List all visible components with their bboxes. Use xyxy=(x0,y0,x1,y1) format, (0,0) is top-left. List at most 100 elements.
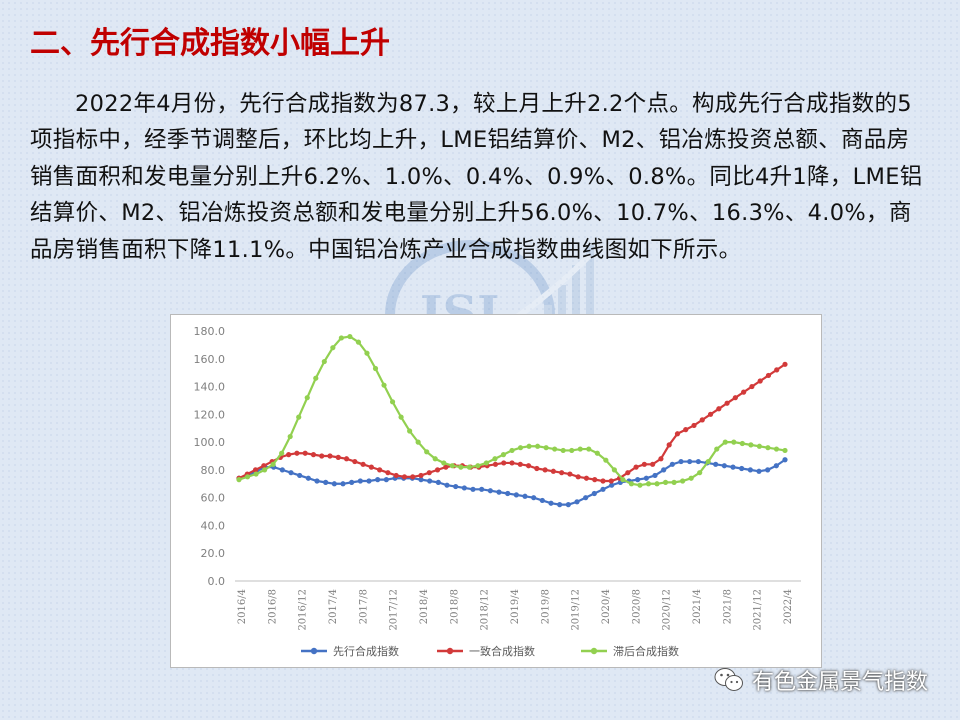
data-point xyxy=(637,482,643,488)
data-point xyxy=(539,497,545,504)
data-point xyxy=(432,456,438,462)
data-point xyxy=(611,467,617,473)
data-point xyxy=(749,383,755,390)
y-tick-label: 180.0 xyxy=(194,325,226,338)
legend-swatch-marker xyxy=(446,647,454,655)
data-point xyxy=(550,468,556,474)
data-point xyxy=(714,446,720,452)
data-point xyxy=(565,502,571,508)
legend-label: 一致合成指数 xyxy=(469,644,535,658)
data-point xyxy=(765,445,771,451)
data-point xyxy=(279,467,285,473)
data-point xyxy=(603,457,609,463)
data-point xyxy=(343,456,350,462)
data-point xyxy=(662,479,669,485)
data-point xyxy=(385,470,391,476)
data-point xyxy=(560,447,566,454)
data-point xyxy=(434,467,441,473)
data-point xyxy=(319,453,325,459)
data-point xyxy=(583,475,590,481)
data-point xyxy=(773,463,779,469)
y-tick-label: 80.0 xyxy=(201,464,226,477)
data-point xyxy=(652,472,658,479)
data-point xyxy=(782,457,788,463)
data-point xyxy=(757,378,763,384)
data-point xyxy=(415,439,421,445)
data-point xyxy=(338,335,344,341)
x-tick-label: 2017/4 xyxy=(328,589,339,624)
data-point xyxy=(368,464,374,470)
data-point xyxy=(625,470,631,476)
data-point xyxy=(513,492,519,498)
data-point xyxy=(441,460,447,466)
data-point xyxy=(765,467,771,473)
x-tick-label: 2020/8 xyxy=(631,589,642,624)
data-point xyxy=(305,475,311,481)
data-point xyxy=(302,450,308,456)
data-point xyxy=(739,465,745,472)
y-tick-label: 120.0 xyxy=(194,408,226,421)
data-point xyxy=(330,345,336,351)
y-tick-label: 60.0 xyxy=(201,492,226,505)
data-point xyxy=(389,399,396,405)
legend-label: 先行合成指数 xyxy=(333,644,399,658)
data-point xyxy=(398,414,404,420)
data-point xyxy=(313,375,319,381)
data-point xyxy=(449,463,455,469)
x-tick-label: 2018/12 xyxy=(480,589,491,631)
data-point xyxy=(600,478,606,484)
data-point xyxy=(366,478,372,484)
data-point xyxy=(707,411,714,417)
data-point xyxy=(314,478,320,484)
data-point xyxy=(695,458,701,465)
data-point xyxy=(335,454,341,460)
data-point xyxy=(375,477,381,483)
data-point xyxy=(304,395,310,401)
data-point xyxy=(236,477,242,483)
x-tick-label: 2018/8 xyxy=(449,589,460,624)
data-point xyxy=(526,443,532,449)
data-point xyxy=(574,499,580,505)
data-point xyxy=(671,479,677,485)
data-point xyxy=(483,460,490,466)
data-point xyxy=(635,477,641,483)
data-point xyxy=(360,461,366,467)
y-tick-label: 0.0 xyxy=(208,575,226,588)
data-point xyxy=(470,486,476,492)
data-point xyxy=(650,461,656,467)
data-point xyxy=(586,446,592,452)
data-point xyxy=(643,475,649,481)
data-point xyxy=(327,453,333,459)
data-point xyxy=(608,478,614,484)
data-point xyxy=(372,365,379,372)
chart-canvas: 0.0 20.0 40.0 60.0 80.0 100.0 120.0 140.0 160.0 1… xyxy=(194,325,801,658)
data-point xyxy=(592,477,598,483)
data-point xyxy=(410,474,416,480)
data-point xyxy=(552,446,558,452)
footer-brand-text: 有色金属景气指数 xyxy=(751,670,928,695)
data-point xyxy=(517,461,523,467)
data-point xyxy=(713,461,719,467)
data-point xyxy=(731,439,737,445)
data-point xyxy=(427,478,433,484)
x-tick-label: 2016/4 xyxy=(237,589,248,624)
data-point xyxy=(377,467,383,473)
data-point xyxy=(509,447,515,454)
data-point xyxy=(252,467,259,473)
data-point xyxy=(688,475,694,481)
data-point xyxy=(609,482,615,488)
data-point xyxy=(782,361,788,367)
x-tick-label: 2019/4 xyxy=(510,589,521,624)
line-chart: 0.0 20.0 40.0 60.0 80.0 100.0 120.0 140.0 160.0 1… xyxy=(170,314,822,668)
data-point xyxy=(364,350,370,356)
data-point xyxy=(393,472,399,479)
data-point xyxy=(517,445,524,451)
wechat-icon xyxy=(714,668,743,691)
data-point xyxy=(310,452,317,458)
data-point xyxy=(559,470,565,476)
data-point xyxy=(773,446,780,452)
data-point xyxy=(383,477,389,483)
data-point xyxy=(352,458,358,465)
data-point xyxy=(691,422,697,429)
x-tick-label: 2018/4 xyxy=(419,589,430,624)
